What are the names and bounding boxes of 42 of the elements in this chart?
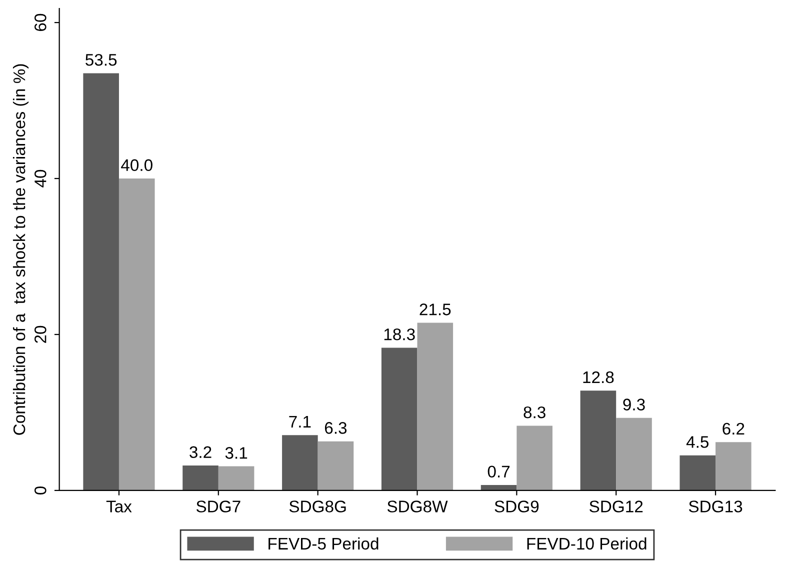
text: 3.2 <box>190 446 212 458</box>
text: 12.8 <box>583 371 614 384</box>
x-tick-label: Tax <box>106 500 132 512</box>
bar <box>417 322 454 490</box>
text: 18.3 <box>384 328 415 340</box>
text: 53.5 <box>86 54 117 66</box>
x-tick-label: SDG13 <box>688 500 742 512</box>
text: 8.3 <box>524 406 546 418</box>
bar <box>480 484 517 490</box>
y-axis-title: Contribution of a tax shock to the variances (in %) <box>12 64 29 435</box>
text: 6.3 <box>324 422 347 434</box>
bar <box>616 418 652 490</box>
bar <box>381 348 418 490</box>
text: 9.3 <box>623 398 645 410</box>
bar <box>716 442 752 490</box>
y-tick-label: 60 <box>34 14 46 31</box>
bar <box>282 435 318 490</box>
bar <box>118 178 155 490</box>
bar <box>182 466 218 490</box>
y-tick-label: 0 <box>34 486 46 494</box>
text: 7.1 <box>289 416 311 428</box>
text: 40.0 <box>121 159 152 172</box>
x-tick-label: SDG12 <box>590 500 643 512</box>
legend-label: FEVD-10 Period <box>527 537 646 550</box>
y-tick-label: 20 <box>34 326 46 343</box>
x-tick-label: SDG8W <box>387 500 448 512</box>
bar <box>218 466 254 490</box>
bar <box>680 455 716 490</box>
x-tick-label: SDG9 <box>494 500 539 512</box>
text: 6.2 <box>722 422 744 435</box>
legend-label: FEVD-5 Period <box>268 537 378 550</box>
y-tick-label: 40 <box>34 170 46 188</box>
bar <box>580 390 616 490</box>
text: 4.5 <box>686 436 709 448</box>
bar <box>83 73 119 490</box>
text: 21.5 <box>420 304 451 316</box>
text: 3.1 <box>225 447 248 459</box>
text: 0.7 <box>488 466 510 478</box>
x-tick-label: SDG8G <box>289 500 346 512</box>
bar <box>318 441 354 490</box>
x-tick-label: SDG7 <box>196 500 240 512</box>
bar <box>516 426 552 490</box>
